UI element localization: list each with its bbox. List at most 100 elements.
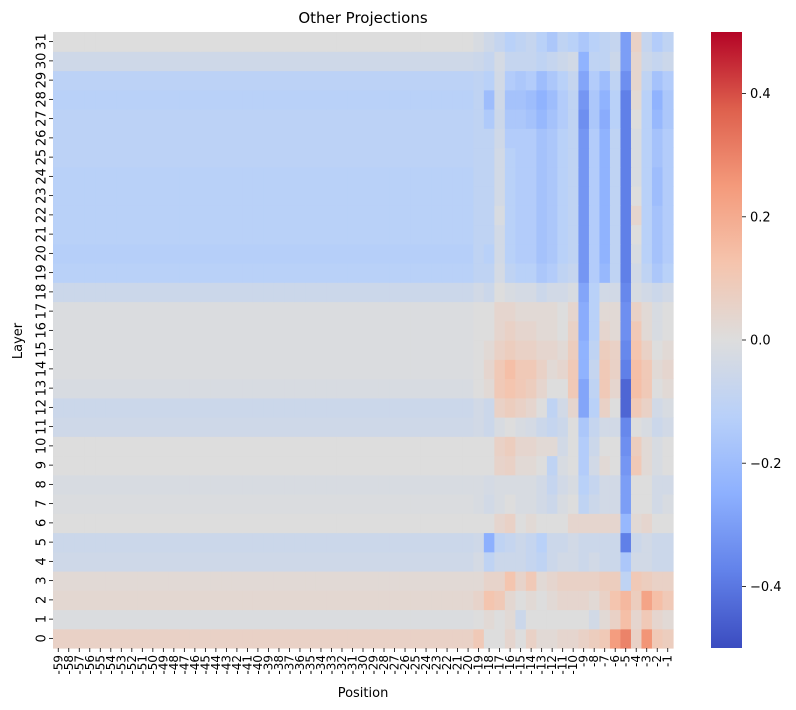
heatmap-cell: [452, 609, 464, 630]
heatmap-cell: [473, 147, 485, 168]
heatmap-cell: [168, 147, 180, 168]
y-tick-label: 11: [35, 418, 50, 435]
x-tick-label: -56: [83, 655, 97, 675]
heatmap-cell: [546, 628, 559, 649]
heatmap-cell: [368, 455, 380, 476]
heatmap-cell: [273, 263, 285, 283]
heatmap-cell: [116, 378, 128, 399]
heatmap-cell: [200, 609, 212, 630]
heatmap-cell: [515, 224, 527, 245]
heatmap-cell: [284, 109, 296, 129]
heatmap-cell: [336, 147, 348, 168]
heatmap-cell: [116, 551, 128, 572]
heatmap-cell: [137, 301, 149, 322]
heatmap-cell: [315, 474, 327, 495]
heatmap-cell: [263, 417, 275, 437]
heatmap-cell: [630, 224, 643, 245]
heatmap-cell: [221, 571, 233, 591]
heatmap-cell: [179, 109, 191, 129]
heatmap-cell: [452, 359, 464, 380]
heatmap-cell: [326, 455, 338, 476]
heatmap-cell: [431, 551, 443, 572]
heatmap-cell: [326, 32, 338, 52]
heatmap-cell: [158, 397, 170, 418]
heatmap-cell: [63, 532, 75, 553]
heatmap-cell: [147, 51, 159, 72]
heatmap-cell: [494, 474, 506, 495]
heatmap-cell: [620, 494, 632, 514]
heatmap-cell: [63, 70, 75, 91]
heatmap-cell: [504, 51, 516, 72]
x-tick-label: -54: [104, 655, 118, 675]
heatmap-cell: [221, 282, 233, 303]
heatmap-cell: [483, 282, 495, 303]
heatmap-cell: [336, 571, 348, 591]
heatmap-cell: [452, 590, 464, 611]
heatmap-cell: [84, 455, 96, 476]
heatmap-cell: [168, 436, 180, 457]
heatmap-cell: [410, 263, 422, 283]
heatmap-cell: [95, 455, 107, 476]
heatmap-cell: [389, 455, 401, 476]
heatmap-cell: [200, 571, 212, 591]
heatmap-cell: [221, 243, 233, 264]
heatmap-cell: [63, 474, 75, 495]
heatmap-cell: [651, 224, 664, 245]
heatmap-cell: [95, 128, 107, 149]
x-tick-label: -25: [409, 655, 423, 675]
heatmap-cell: [483, 70, 495, 91]
heatmap-cell: [116, 494, 128, 514]
heatmap-cell: [483, 301, 495, 322]
heatmap-cell: [525, 32, 537, 52]
heatmap-cell: [525, 109, 537, 129]
heatmap-cell: [462, 166, 474, 187]
heatmap-cell: [210, 32, 222, 52]
x-tick-label: -38: [272, 655, 286, 675]
heatmap-cell: [609, 628, 622, 649]
heatmap-cell: [263, 436, 275, 457]
heatmap-cell: [546, 32, 559, 52]
heatmap-cell: [273, 32, 285, 52]
heatmap-cell: [221, 186, 233, 206]
heatmap-cell: [168, 243, 180, 264]
heatmap-cell: [336, 243, 348, 264]
heatmap-cell: [420, 378, 432, 399]
heatmap-cell: [651, 455, 664, 476]
heatmap-cell: [494, 263, 506, 283]
heatmap-cell: [105, 340, 117, 360]
heatmap-cell: [105, 571, 117, 591]
heatmap-cell: [662, 320, 674, 341]
heatmap-cell: [588, 205, 601, 226]
heatmap-cell: [347, 70, 359, 91]
x-tick-label: -35: [303, 655, 317, 675]
heatmap-cell: [630, 609, 643, 630]
heatmap-cell: [210, 397, 222, 418]
heatmap-cell: [557, 359, 569, 380]
heatmap-cell: [357, 590, 369, 611]
heatmap-cell: [305, 532, 317, 553]
heatmap-cell: [662, 186, 674, 206]
heatmap-cell: [137, 571, 149, 591]
heatmap-cell: [347, 436, 359, 457]
heatmap-cell: [630, 474, 643, 495]
heatmap-cell: [515, 51, 527, 72]
heatmap-cell: [494, 186, 506, 206]
heatmap-cell: [441, 224, 453, 245]
heatmap-cell: [168, 166, 180, 187]
heatmap-cell: [263, 397, 275, 418]
heatmap-cell: [599, 109, 611, 129]
heatmap-cell: [53, 243, 65, 264]
heatmap-cell: [189, 32, 201, 52]
heatmap-cell: [273, 397, 285, 418]
y-tick-label: 20: [35, 245, 50, 262]
heatmap-cell: [546, 474, 559, 495]
heatmap-cell: [567, 320, 580, 341]
heatmap-cell: [609, 551, 622, 572]
heatmap-cell: [410, 513, 422, 534]
heatmap-cell: [441, 397, 453, 418]
colorbar: [711, 32, 742, 648]
heatmap-cell: [588, 513, 601, 534]
heatmap-cell: [557, 340, 569, 360]
heatmap-cell: [137, 378, 149, 399]
heatmap-cell: [221, 147, 233, 168]
